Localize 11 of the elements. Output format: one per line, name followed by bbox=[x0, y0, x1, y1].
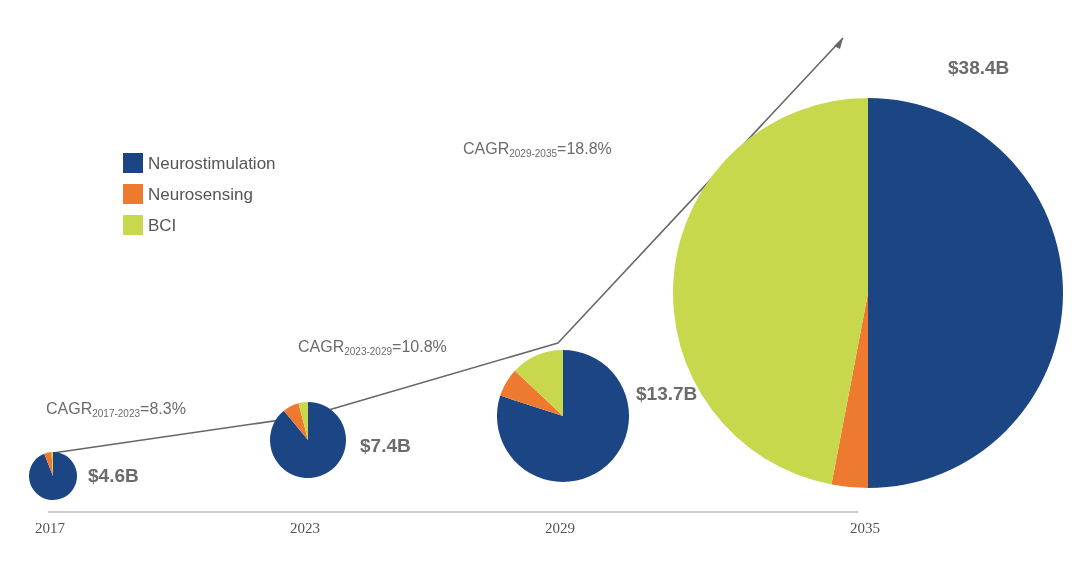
legend-label: BCI bbox=[148, 215, 177, 235]
text: $4.6B bbox=[88, 465, 139, 486]
text: $38.4B bbox=[948, 57, 1010, 78]
slice-label: 2029 bbox=[545, 519, 575, 536]
slice-label: 2035 bbox=[850, 519, 880, 536]
slice-label: 2017 bbox=[35, 519, 66, 536]
text: $13.7B bbox=[636, 383, 698, 404]
slice-label: 2023 bbox=[290, 519, 320, 536]
legend-label: Neurostimulation bbox=[148, 153, 276, 173]
legend-label: Neurosensing bbox=[148, 184, 253, 204]
text: $7.4B bbox=[360, 435, 411, 456]
